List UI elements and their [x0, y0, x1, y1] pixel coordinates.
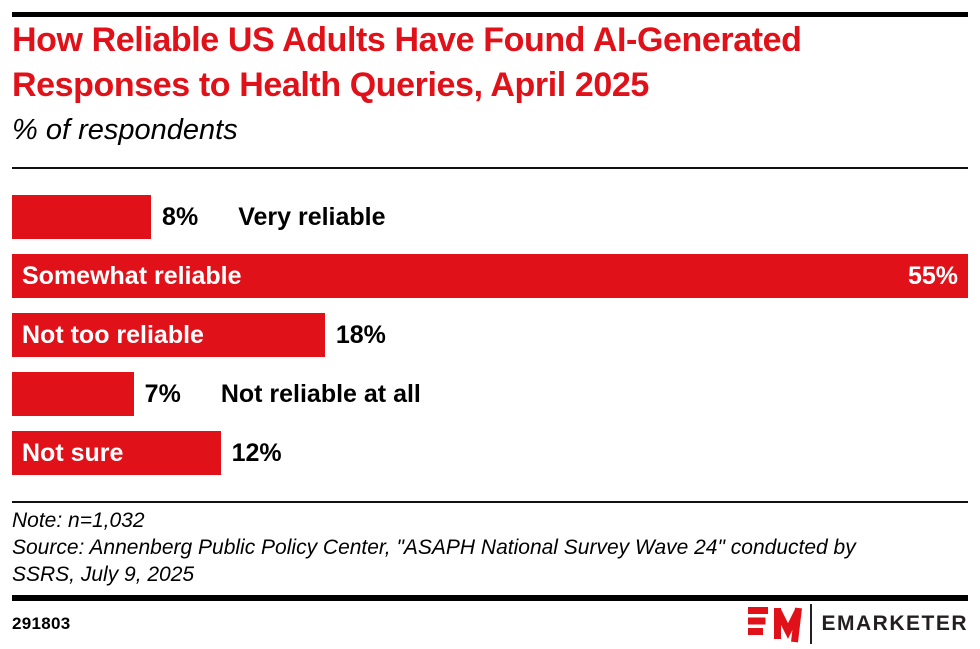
chart-id: 291803: [12, 614, 71, 633]
bar-label: Not sure: [22, 438, 124, 467]
bar-value: 8%: [162, 202, 199, 231]
chart-title: How Reliable US Adults Have Found AI-Gen…: [12, 21, 802, 104]
source-text: Source: Annenberg Public Policy Center, …: [12, 536, 856, 586]
bar-label: Somewhat reliable: [22, 261, 242, 290]
bar: Not sure: [12, 431, 221, 475]
bar-label: Not reliable at all: [220, 379, 421, 408]
emarketer-logo: EMARKETER: [748, 604, 968, 644]
emarketer-logo-mark-icon: [748, 607, 803, 643]
footer-bar: 291803 EMARKETER: [12, 601, 968, 647]
bar-row: 7% Not reliable at all: [12, 372, 968, 416]
bar: Not too reliable: [12, 313, 325, 357]
footer-rule: [12, 595, 968, 601]
note-text: Note: n=1,032: [12, 509, 145, 532]
bar: [12, 195, 152, 239]
bar-chart: 8% Very reliable Somewhat reliable 55% N…: [12, 195, 968, 475]
bar-value: 7%: [144, 379, 181, 408]
bar-row: Not sure 12%: [12, 431, 968, 475]
footnote-block: Note: n=1,032 Source: Annenberg Public P…: [12, 507, 896, 588]
bar-row: Not too reliable 18%: [12, 313, 968, 357]
top-rule: [12, 12, 968, 17]
header-divider: [12, 167, 968, 169]
bar-row: Somewhat reliable 55%: [12, 254, 968, 298]
bar-value: 18%: [335, 320, 386, 349]
bar-label: Not too reliable: [22, 320, 204, 349]
emarketer-wordmark: EMARKETER: [821, 612, 968, 635]
bar-value: 55%: [907, 261, 958, 290]
footnote-divider: [12, 501, 968, 503]
bar: Somewhat reliable 55%: [12, 254, 968, 298]
logo-divider: [810, 604, 813, 644]
bar-label: Very reliable: [238, 202, 386, 231]
chart-subtitle: % of respondents: [12, 114, 238, 146]
bar-value: 12%: [231, 438, 282, 467]
bar: [12, 372, 134, 416]
bar-row: 8% Very reliable: [12, 195, 968, 239]
